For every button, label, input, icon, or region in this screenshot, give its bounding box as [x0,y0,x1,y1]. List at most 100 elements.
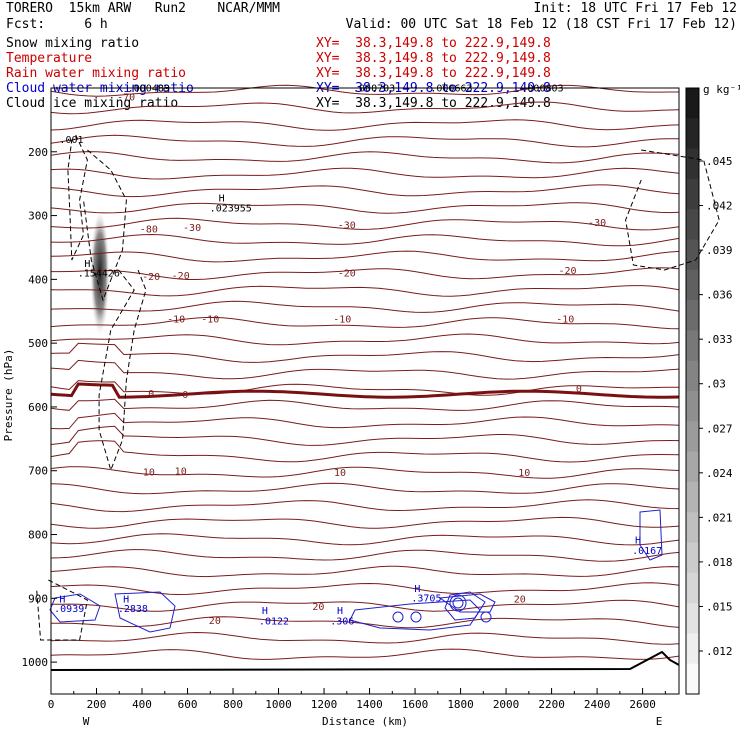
temperature-isotherm [50,101,680,115]
extremum-label: H [262,606,268,617]
colorbar-segment [686,451,699,483]
colorbar-segment [686,300,699,331]
temperature-isotherm [50,582,680,596]
y-tick-label: 200 [28,146,48,159]
colorbar-segment [686,330,699,362]
temperature-contour-label: 10 [518,468,530,479]
cloud-ice-contour [67,134,88,261]
cloud-water-ring [392,611,404,623]
extremum-label: H [635,536,641,547]
colorbar-tick-label: .036 [706,289,733,302]
temperature-isotherm [50,565,680,578]
temperature-contour-label: 0 [182,390,188,401]
extremum-label: .2838 [118,604,148,615]
temperature-isotherm [50,119,680,131]
colorbar-segment [686,512,699,543]
temperature-isotherm [50,631,680,645]
temperature-contour-label: -10 [167,314,185,325]
cloud-water-contour [349,599,481,631]
temperature-isotherm [50,84,679,97]
y-tick-label: 600 [28,401,48,414]
cloud-water-contour [444,591,486,621]
cloud-water-ring [452,597,464,609]
title-left-line1: TORERO 15km ARW Run2 NCAR/MMM [6,1,280,16]
extremum-label: .0122 [259,617,289,628]
temperature-contour-label: 20 [312,602,324,613]
colorbar-tick-label: .033 [706,333,733,346]
y-tick-label: 800 [28,529,48,542]
x-tick-label: 800 [223,698,243,711]
colorbar-segment [686,88,699,119]
y-tick-label: 500 [28,337,48,350]
temperature-contour-label: 10 [334,468,346,479]
temperature-isotherm [50,250,680,263]
x-tick-label: 400 [132,698,152,711]
colorbar-segment [686,603,699,634]
temperature-isotherm [50,440,680,463]
y-tick-label: 900 [28,592,48,605]
y-tick-label: 1000 [22,656,49,669]
colorbar-tick-label: .024 [706,467,733,480]
colorbar-unit: g kg⁻¹ [703,83,740,96]
temperature-isotherm [50,134,679,148]
colorbar-tick-label: .021 [706,511,733,524]
snow-shading [89,214,110,345]
extremum-label: .3705 [411,594,441,605]
colorbar-segment [686,663,699,695]
x-tick-label: 1400 [356,698,383,711]
snow-maximum-shade [89,214,110,345]
temperature-isotherm [50,359,680,380]
colorbar-segment [686,572,699,604]
temperature-isotherm [50,533,680,546]
temperature-contour-label: 0 [148,389,154,400]
x-tick-label: 2200 [538,698,565,711]
temperature-isotherm [50,516,680,529]
cloud-water-ring [410,611,422,623]
x-tick-label: 1000 [265,698,292,711]
x-tick-label: 1600 [402,698,429,711]
colorbar-segment [686,269,699,301]
temperature-contour-label: -10 [201,314,219,325]
title-right-line2: Valid: 00 UTC Sat 18 Feb 12 (18 CST Fri … [345,17,737,32]
temperature-isotherm [50,412,680,430]
temperature-contour-label: -20 [172,271,190,282]
cloud-water-contour [49,593,101,623]
extremum-label: .0167 [632,546,662,557]
legend-field-name: Rain water mixing ratio [6,66,187,81]
extremum-label: .023955 [210,203,252,214]
temperature-isotherm [50,616,680,629]
colorbar-tick-label: .027 [706,422,733,435]
x-tick-label: 2400 [584,698,611,711]
cloud-water-ring [480,611,492,623]
temperature-isotherm [50,233,680,247]
extremum-label: .000803 [521,83,563,94]
temperature-contour-label: -80 [140,224,158,235]
cloud-ice-contour [83,149,127,302]
colorbar-frame [685,87,700,695]
temperature-isotherm [50,482,680,495]
cloud-water-contour [639,509,663,561]
temperature-isotherm [50,300,680,313]
cloud-water-ring [449,594,467,612]
extremum-label: H [84,259,90,270]
colorbar-segment [686,542,699,574]
colorbar-segment [686,239,699,271]
temperature-isotherm [50,151,680,164]
colorbar-segment [686,118,699,150]
colorbar-tick-label: .042 [706,200,733,213]
x-tick-label: 600 [178,698,198,711]
extremum-label: H [123,594,129,605]
plot-border [50,87,680,695]
temperature-contour-label: -20 [558,266,576,277]
temperature-isotherm [50,202,680,214]
cloud-water-contours [49,509,663,633]
x-tick-label: 200 [87,698,107,711]
x-tick-label: 2600 [629,698,656,711]
extremum-label: .001 [59,135,83,146]
y-tick-label: 700 [28,465,48,478]
temperature-contour-label: -20 [142,272,160,283]
temperature-isotherm [50,599,680,612]
colorbar-segment [686,360,699,392]
colorbar-segment [686,209,699,240]
x-tick-label: 1800 [447,698,474,711]
